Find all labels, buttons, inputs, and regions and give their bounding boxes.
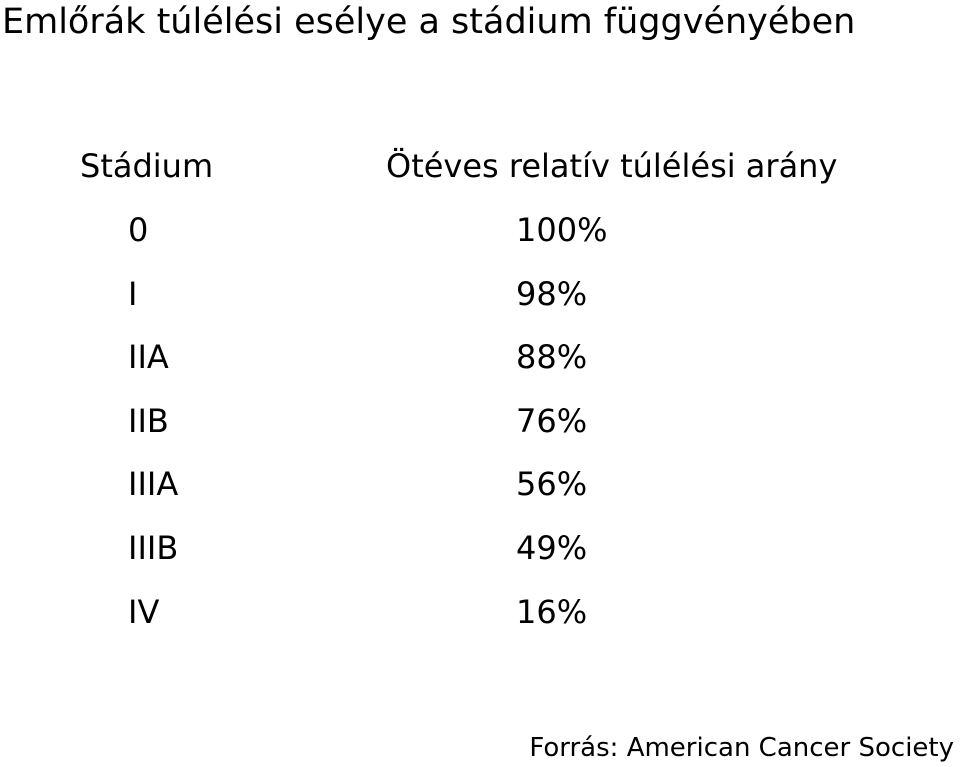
- survival-rate-cell: 100%: [516, 211, 608, 249]
- table-row: 0 100%: [0, 208, 960, 272]
- survival-rate-cell: 56%: [516, 465, 588, 504]
- table-row: IIIA 56%: [0, 462, 960, 526]
- column-header-survival-rate: Ötéves relatív túlélési arány: [386, 147, 838, 185]
- survival-rate-cell: 98%: [516, 274, 588, 313]
- source-citation: Forrás: American Cancer Society: [529, 733, 954, 763]
- stage-cell: 0: [128, 211, 149, 249]
- stage-cell: IV: [128, 592, 160, 631]
- survival-table: 0 100% I 98% IIA 88% IIB 76% IIIA 56% II…: [0, 208, 960, 653]
- page-title: Emlőrák túlélési esélye a stádium függvé…: [2, 2, 856, 42]
- table-row: IIIB 49%: [0, 526, 960, 590]
- stage-cell: I: [128, 274, 138, 313]
- column-header-stage: Stádium: [80, 147, 214, 185]
- survival-rate-cell: 16%: [516, 592, 588, 631]
- stage-cell: IIB: [128, 401, 169, 440]
- table-row: IIA 88%: [0, 335, 960, 399]
- survival-rate-cell: 88%: [516, 338, 588, 377]
- survival-rate-cell: 76%: [516, 401, 588, 440]
- stage-cell: IIA: [128, 338, 169, 377]
- table-row: IIB 76%: [0, 399, 960, 463]
- table-row: IV 16%: [0, 590, 960, 654]
- stage-cell: IIIA: [128, 465, 179, 504]
- stage-cell: IIIB: [128, 528, 179, 567]
- survival-rate-cell: 49%: [516, 528, 588, 567]
- table-row: I 98%: [0, 272, 960, 336]
